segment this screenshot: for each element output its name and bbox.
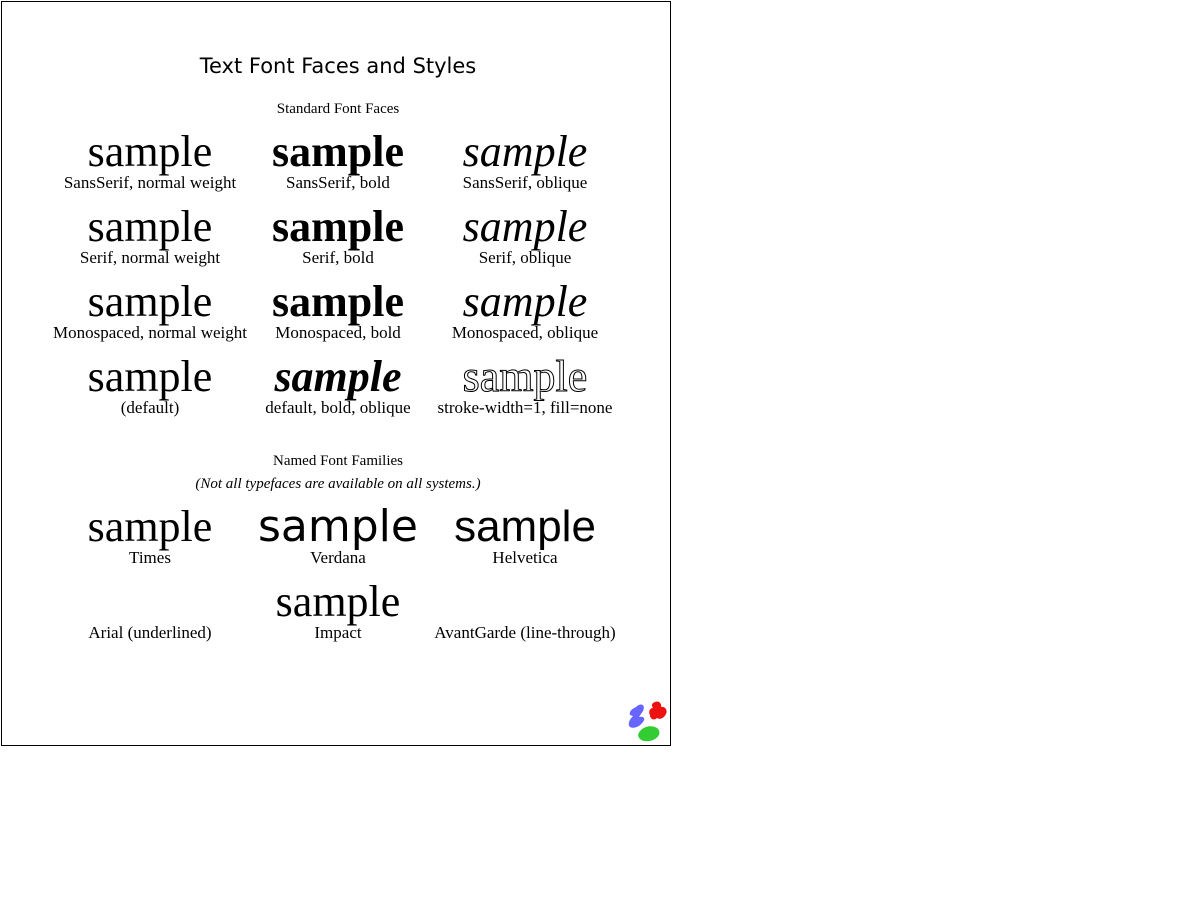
sample-helvetica: sample <box>454 502 596 551</box>
label-default-bold-oblique: default, bold, oblique <box>265 398 410 417</box>
label-arial: Arial (underlined) <box>88 623 211 642</box>
sample-serif-oblique: sample <box>463 202 588 251</box>
batik-logo-icon <box>628 701 667 742</box>
label-serif-normal: Serif, normal weight <box>80 248 220 267</box>
named-families-note: (Not all typefaces are available on all … <box>195 476 480 492</box>
sample-mono-normal: sample <box>88 277 213 326</box>
sample-times: sample <box>88 502 213 551</box>
label-avantgarde: AvantGarde (line-through) <box>434 623 615 642</box>
sample-default: sample <box>88 352 213 401</box>
sample-verdana: sample <box>258 501 418 552</box>
logo-green-blob <box>638 726 660 742</box>
logo-blue-blob <box>628 704 645 728</box>
label-default: (default) <box>121 398 180 417</box>
label-mono-normal: Monospaced, normal weight <box>53 323 247 342</box>
sample-serif-normal: sample <box>88 202 213 251</box>
sample-default-bold-oblique: sample <box>273 352 401 401</box>
sample-sansserif-normal: sample <box>88 127 213 176</box>
label-stroke-outline: stroke-width=1, fill=none <box>438 398 613 417</box>
canvas-frame <box>1 1 671 746</box>
sample-mono-bold: sample <box>272 277 404 326</box>
named-families-heading: Named Font Families <box>273 453 403 469</box>
label-sansserif-oblique: SansSerif, oblique <box>463 173 588 192</box>
label-sansserif-normal: SansSerif, normal weight <box>64 173 237 192</box>
standard-faces-heading: Standard Font Faces <box>277 101 400 117</box>
sample-sansserif-oblique: sample <box>463 127 588 176</box>
page-title: Text Font Faces and Styles <box>199 54 477 78</box>
label-helvetica: Helvetica <box>492 548 558 567</box>
logo-red-blob <box>649 701 667 720</box>
label-sansserif-bold: SansSerif, bold <box>286 173 390 192</box>
label-mono-oblique: Monospaced, oblique <box>452 323 598 342</box>
label-serif-bold: Serif, bold <box>302 248 374 267</box>
label-serif-oblique: Serif, oblique <box>479 248 572 267</box>
label-impact: Impact <box>314 623 361 642</box>
sample-mono-oblique: sample <box>463 277 588 326</box>
sample-impact: sample <box>276 577 401 626</box>
sample-sansserif-bold: sample <box>272 127 404 176</box>
label-mono-bold: Monospaced, bold <box>275 323 401 342</box>
label-times: Times <box>129 548 171 567</box>
label-verdana: Verdana <box>310 548 366 567</box>
sample-serif-bold: sample <box>272 202 404 251</box>
sample-stroke-outline: sample <box>463 352 588 401</box>
